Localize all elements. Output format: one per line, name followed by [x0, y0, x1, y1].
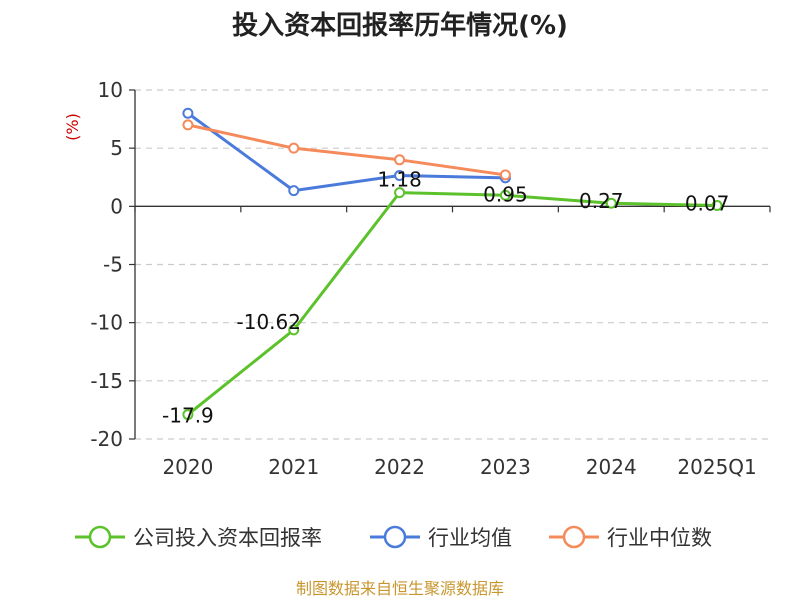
- x-tick-2020: 2020: [162, 455, 213, 479]
- legend-marker-0: [88, 525, 112, 549]
- point-0-2025q1: [711, 200, 723, 212]
- legend-item-1: 行业均值: [370, 525, 512, 550]
- series-2: [182, 119, 511, 181]
- legend-marker-1: [383, 525, 407, 549]
- series-group: [182, 107, 723, 421]
- y-tick-labels: 10 5 0 -5 -10 -15 -20: [90, 78, 123, 451]
- point-0-2024: [605, 197, 617, 209]
- point-2-2023: [499, 169, 511, 181]
- y-tick-5: 5: [110, 136, 123, 160]
- data-label-2023: 0.95: [483, 182, 528, 206]
- legend-marker-2: [562, 525, 586, 549]
- point-1-2020: [182, 107, 194, 119]
- legend-label-0: 公司投入资本回报率: [133, 526, 322, 550]
- x-tick-2021: 2021: [268, 455, 319, 479]
- point-0-2023: [499, 189, 511, 201]
- point-2-2022: [394, 154, 406, 166]
- point-2-2021: [288, 142, 300, 154]
- legend-label-1: 行业均值: [428, 526, 512, 550]
- grid-lines: [129, 89, 770, 440]
- point-1-2021: [288, 185, 300, 197]
- data-label-2020: -17.9: [162, 404, 214, 428]
- data-label-2024: 0.27: [579, 189, 624, 213]
- y-axis-label: (%): [63, 113, 82, 141]
- legend: 公司投入资本回报率 行业均值 行业中位数: [75, 525, 712, 550]
- x-tick-2025q1: 2025Q1: [677, 455, 756, 479]
- y-tick-0: 0: [110, 194, 123, 218]
- point-1-2022: [394, 170, 406, 182]
- series-1: [182, 107, 511, 197]
- series-line-2: [187, 123, 506, 177]
- chart-title: 投入资本回报率历年情况(%): [232, 10, 568, 41]
- point-0-2021: [288, 324, 300, 336]
- data-label-2025q1: 0.07: [685, 192, 730, 216]
- x-tick-labels: 2020 2021 2022 2023 2024 2025Q1: [162, 455, 756, 479]
- y-tick--5: -5: [103, 253, 123, 277]
- x-tick-2022: 2022: [374, 455, 425, 479]
- x-tick-2024: 2024: [586, 455, 637, 479]
- series-0: [182, 187, 723, 421]
- point-0-2020: [182, 409, 194, 421]
- point-2-2020: [182, 119, 194, 131]
- series-line-0: [186, 191, 718, 416]
- source-note: 制图数据来自恒生聚源数据库: [296, 579, 504, 598]
- data-labels: -17.9 -10.62 1.18 0.95 0.27 0.07: [162, 168, 729, 428]
- legend-item-0: 公司投入资本回报率: [75, 525, 322, 550]
- x-tick-2023: 2023: [480, 455, 531, 479]
- y-tick-10: 10: [98, 78, 123, 102]
- y-tick--10: -10: [90, 311, 123, 335]
- data-label-2021: -10.62: [237, 310, 301, 334]
- legend-label-2: 行业中位数: [607, 526, 712, 550]
- point-0-2022: [394, 187, 406, 199]
- y-tick--15: -15: [90, 369, 123, 393]
- data-label-2022: 1.18: [377, 168, 422, 192]
- y-tick--20: -20: [90, 427, 123, 451]
- series-line-1: [187, 112, 506, 193]
- axes: [134, 90, 771, 439]
- legend-item-2: 行业中位数: [549, 525, 712, 550]
